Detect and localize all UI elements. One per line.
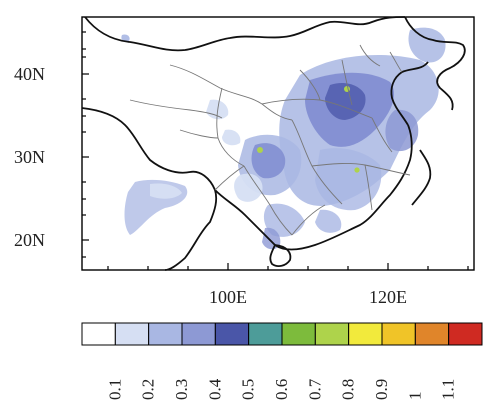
lat-label-30n: 30N [14, 147, 45, 167]
lat-ticks [82, 31, 89, 258]
colorbar-swatch [114, 322, 150, 346]
colorbar-swatch [314, 322, 350, 346]
colorbar-label: 0.1 [105, 379, 124, 400]
boundaries [81, 16, 466, 271]
colorbar-label: 0.4 [205, 378, 224, 400]
lat-label-20n: 20N [14, 230, 45, 250]
colorbar-swatch [148, 322, 183, 346]
colorbar-label: 0.9 [372, 379, 391, 400]
colorbar-label: 0.6 [272, 379, 291, 400]
colorbar-swatch [181, 322, 216, 346]
colorbar-swatch [248, 322, 283, 346]
colorbar-swatch [348, 322, 383, 346]
province-boundaries [129, 44, 411, 236]
colorbar-label: 0.7 [305, 378, 324, 400]
colorbar-label: 1.1 [439, 379, 458, 400]
lon-ticks [107, 263, 469, 270]
colorbar-swatch [281, 322, 316, 346]
colorbar-label: 0.5 [239, 379, 258, 400]
colorbar-label: 0.3 [172, 379, 191, 400]
lat-label-40n: 40N [14, 64, 45, 84]
colorbar-swatch [381, 322, 416, 346]
colorbar-label: 1 [405, 392, 424, 401]
colorbar-label: 0.8 [339, 379, 358, 400]
lon-label-120e: 120E [369, 287, 407, 307]
colorbar: 0.1 0.2 0.3 0.4 0.5 0.6 0.7 0.8 0.9 1 1.1 [81, 322, 483, 401]
shaded-field [121, 27, 446, 250]
colorbar-swatch [81, 322, 116, 346]
colorbar-swatch [414, 322, 450, 346]
colorbar-swatch [214, 322, 250, 346]
colorbar-swatch [448, 322, 483, 346]
colorbar-label: 0.2 [139, 379, 158, 400]
lon-label-100e: 100E [209, 287, 247, 307]
